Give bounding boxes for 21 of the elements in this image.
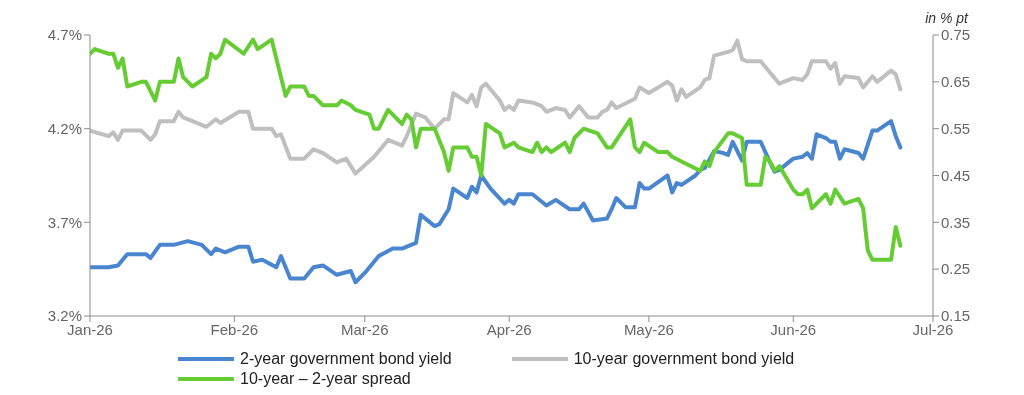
y2-tick-label: 0.25 xyxy=(941,260,971,278)
x-tick-label: May-26 xyxy=(623,320,674,338)
y2-tick-label: 0.35 xyxy=(941,213,971,231)
y2-axis-title: in % pt xyxy=(925,10,968,26)
y-tick-label: 4.2% xyxy=(47,119,82,137)
y-tick-label: 4.7% xyxy=(47,26,82,44)
legend-label: 10-year government bond yield xyxy=(573,350,795,368)
line-series xyxy=(90,37,903,262)
legend-label: 2-year government bond yield xyxy=(240,350,452,368)
x-tick-label: Mar-26 xyxy=(341,320,389,338)
y-tick-label: 3.7% xyxy=(47,213,82,231)
y2-tick-label: 0.45 xyxy=(941,166,971,184)
line-series xyxy=(90,38,903,176)
y2-tick-label: 0.75 xyxy=(941,26,971,44)
x-tick-label: Feb-26 xyxy=(210,320,259,338)
x-tick-label: Apr-26 xyxy=(486,320,532,338)
y2-tick-label: 0.55 xyxy=(941,119,971,137)
x-tick-label: Jun-26 xyxy=(770,320,817,338)
legend-label: 10-year – 2-year spread xyxy=(240,370,411,388)
y2-tick-label: 0.65 xyxy=(941,73,971,91)
line-series xyxy=(90,119,903,285)
